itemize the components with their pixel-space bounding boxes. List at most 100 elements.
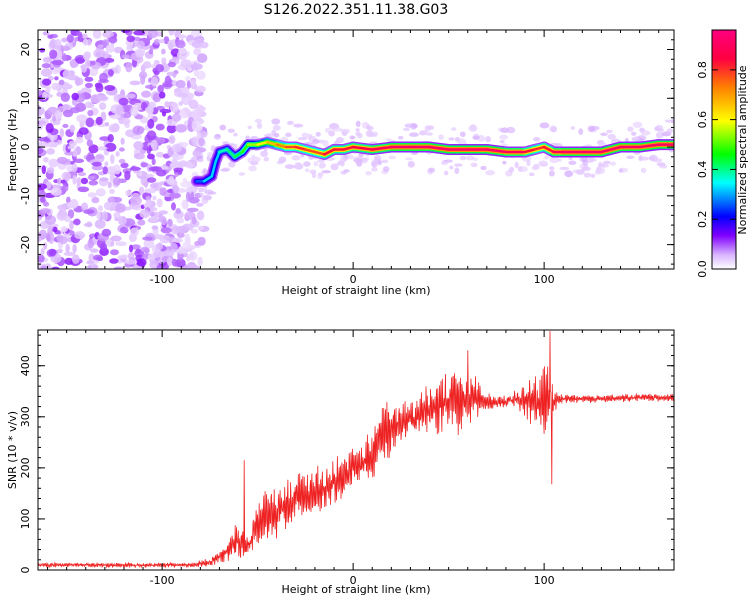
spectrogram-frame [37, 29, 675, 270]
noise-blob [56, 248, 63, 254]
ridge-halo [310, 141, 318, 145]
noise-blob [95, 188, 106, 197]
noise-blob [184, 233, 191, 243]
noise-blob [82, 33, 88, 39]
noise-blob [64, 151, 75, 156]
ridge-halo [303, 161, 311, 167]
ridge-halo [311, 172, 317, 179]
chart-title: S126.2022.351.11.38.G03 [264, 2, 449, 18]
noise-blob [65, 243, 70, 254]
ridge-halo [581, 155, 588, 163]
ridge-halo [388, 155, 396, 160]
spectrogram-ytick-label: -20 [19, 236, 32, 254]
ridge-halo [343, 169, 350, 173]
spectrogram-ytick-label: 20 [19, 43, 32, 57]
noise-blob [155, 64, 165, 73]
noise-blob [177, 245, 184, 255]
signal-ridge-segment [428, 145, 450, 151]
ridge-halo [215, 133, 221, 137]
colorbar-frame [711, 29, 737, 270]
noise-blob [60, 92, 71, 103]
noise-blob [94, 219, 106, 229]
ridge-halo [606, 129, 613, 134]
noise-blob [181, 199, 189, 210]
noise-blob [112, 164, 121, 175]
noise-blob [74, 231, 86, 240]
noise-blob [152, 250, 163, 258]
noise-blob [147, 118, 155, 129]
noise-blob [61, 45, 71, 52]
ridge-halo [659, 164, 668, 169]
ridge-halo [559, 166, 570, 171]
ridge-halo [438, 134, 444, 140]
noise-blob [72, 219, 81, 225]
noise-blob [47, 34, 54, 39]
ridge-halo [539, 122, 550, 129]
noise-blob [144, 173, 155, 178]
noise-blob [85, 117, 95, 128]
ridge-halo [355, 128, 360, 132]
noise-blob [148, 166, 160, 172]
noise-blob [113, 266, 124, 269]
ridge-halo [206, 155, 211, 162]
noise-blob [144, 106, 154, 114]
noise-blob [129, 80, 141, 86]
noise-blob [144, 188, 157, 194]
noise-blob [150, 207, 158, 212]
noise-blob [93, 254, 103, 261]
noise-blob [166, 178, 175, 185]
ridge-halo [539, 163, 548, 167]
noise-blob [171, 237, 183, 243]
ridge-halo [595, 167, 606, 175]
noise-blob [82, 38, 89, 46]
snr-axes: -100 0 100 0 100 200 300 400 [19, 330, 674, 587]
noise-blob [51, 266, 60, 269]
ridge-halo [427, 125, 435, 130]
noise-blob [104, 161, 109, 167]
noise-blob [58, 79, 65, 86]
ridge-halo [238, 172, 246, 176]
noise-blob [178, 160, 188, 168]
noise-blob [60, 226, 68, 233]
noise-blob [68, 140, 77, 147]
ridge-halo [459, 131, 466, 138]
signal-ridge-segment [342, 145, 355, 151]
noise-blob [140, 162, 149, 168]
ridge-halo [470, 162, 478, 168]
ridge-halo [361, 157, 370, 161]
ridge-halo [371, 162, 378, 168]
ridge-halo [321, 170, 331, 174]
ridge-halo [640, 167, 647, 173]
spectrogram-xtick-label: -100 [150, 273, 175, 286]
colorbar-gradient [712, 30, 736, 269]
noise-blob [137, 219, 146, 226]
noise-blob [64, 172, 70, 182]
noise-blob [115, 241, 127, 247]
noise-blob [132, 125, 144, 135]
noise-blob [107, 181, 112, 189]
noise-blob [84, 76, 94, 82]
ridge-halo [480, 165, 487, 171]
ridge-halo [599, 163, 610, 168]
noise-blob [171, 143, 183, 153]
noise-blob [140, 176, 150, 187]
ridge-halo [465, 155, 475, 161]
noise-blob [139, 209, 151, 219]
ridge-halo [332, 127, 343, 132]
spectrogram-ytick-label: 10 [19, 91, 32, 105]
ridge-halo [602, 160, 611, 164]
noise-blob [87, 109, 94, 117]
ridge-halo [506, 126, 516, 134]
ridge-halo [549, 166, 555, 171]
noise-blob [169, 102, 179, 113]
noise-blob [193, 48, 201, 56]
ridge-halo [228, 160, 236, 168]
ridge-halo [293, 123, 304, 128]
signal-ridge-segment [225, 148, 236, 159]
snr-series-line [38, 330, 674, 569]
ridge-halo [526, 159, 531, 167]
snr-xtick-label: 0 [350, 574, 357, 587]
signal-ridge-segment [214, 150, 221, 163]
signal-ridge-segment [485, 148, 508, 154]
noise-blob [104, 85, 116, 91]
